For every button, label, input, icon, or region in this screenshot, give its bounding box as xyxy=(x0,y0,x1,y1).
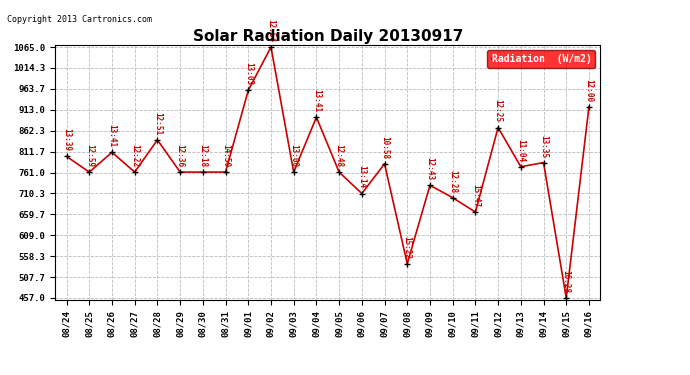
Text: 12:25: 12:25 xyxy=(493,99,502,123)
Legend: Radiation  (W/m2): Radiation (W/m2) xyxy=(487,50,595,68)
Text: 13:00: 13:00 xyxy=(289,144,298,167)
Text: 12:51: 12:51 xyxy=(153,112,162,135)
Text: 13:35: 13:35 xyxy=(539,135,548,158)
Text: 15:47: 15:47 xyxy=(471,184,480,207)
Text: 13:39: 13:39 xyxy=(62,128,71,152)
Text: 12:54: 12:54 xyxy=(266,19,275,42)
Text: Copyright 2013 Cartronics.com: Copyright 2013 Cartronics.com xyxy=(7,15,152,24)
Text: 12:00: 12:00 xyxy=(584,79,593,102)
Text: 12:28: 12:28 xyxy=(448,170,457,193)
Text: 13:14: 13:14 xyxy=(357,165,366,189)
Text: 14:50: 14:50 xyxy=(221,144,230,167)
Text: 15:22: 15:22 xyxy=(403,236,412,259)
Text: 13:41: 13:41 xyxy=(312,89,321,112)
Text: 16:28: 16:28 xyxy=(562,270,571,293)
Text: 12:43: 12:43 xyxy=(426,157,435,180)
Title: Solar Radiation Daily 20130917: Solar Radiation Daily 20130917 xyxy=(193,29,463,44)
Text: 11:04: 11:04 xyxy=(516,139,525,162)
Text: 10:58: 10:58 xyxy=(380,136,389,159)
Text: 12:36: 12:36 xyxy=(176,144,185,167)
Text: 13:41: 13:41 xyxy=(108,124,117,147)
Text: 13:03: 13:03 xyxy=(244,62,253,86)
Text: 12:18: 12:18 xyxy=(198,144,207,167)
Text: 12:22: 12:22 xyxy=(130,144,139,167)
Text: 12:48: 12:48 xyxy=(335,144,344,167)
Text: 12:59: 12:59 xyxy=(85,144,94,167)
